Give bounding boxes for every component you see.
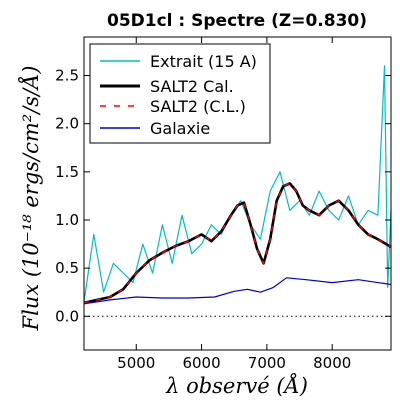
y-tick-label: 0.0 (55, 307, 79, 325)
x-axis-ticks: 5000 6000 7000 8000 (117, 37, 351, 372)
x-tick-label: 8000 (313, 354, 351, 372)
y-tick-label: 1.5 (55, 163, 79, 181)
plot-frame (83, 36, 392, 351)
x-tick-label: 6000 (182, 354, 220, 372)
legend-label-salt2-cl: SALT2 (C.L.) (150, 97, 246, 116)
y-tick-label: 0.5 (55, 259, 79, 277)
y-tick-label: 2.5 (55, 67, 79, 85)
legend: Extrait (15 A) SALT2 Cal. SALT2 (C.L.) G… (89, 43, 271, 144)
series-line-salt2-c-l (83, 182, 392, 304)
legend-label-extrait: Extrait (15 A) (150, 52, 257, 71)
y-axis-label: Flux (10⁻¹⁸ ergs/cm²/s/Å) (18, 66, 43, 332)
chart-title: 05D1cl : Spectre (Z=0.830) (107, 11, 367, 31)
plot-series (83, 65, 392, 305)
legend-label-galaxie: Galaxie (150, 119, 210, 138)
y-axis-ticks: 0.0 0.5 1.0 1.5 2.0 2.5 (55, 67, 391, 325)
y-tick-label: 1.0 (55, 211, 79, 229)
y-tick-label: 2.0 (55, 115, 79, 133)
x-tick-label: 7000 (248, 354, 286, 372)
x-tick-label: 5000 (117, 354, 155, 372)
series-line-salt2-cal (83, 182, 392, 305)
series-line-galaxie (83, 277, 392, 305)
x-axis-label: λ observé (Å) (165, 373, 308, 398)
legend-label-salt2-cal: SALT2 Cal. (150, 77, 234, 96)
